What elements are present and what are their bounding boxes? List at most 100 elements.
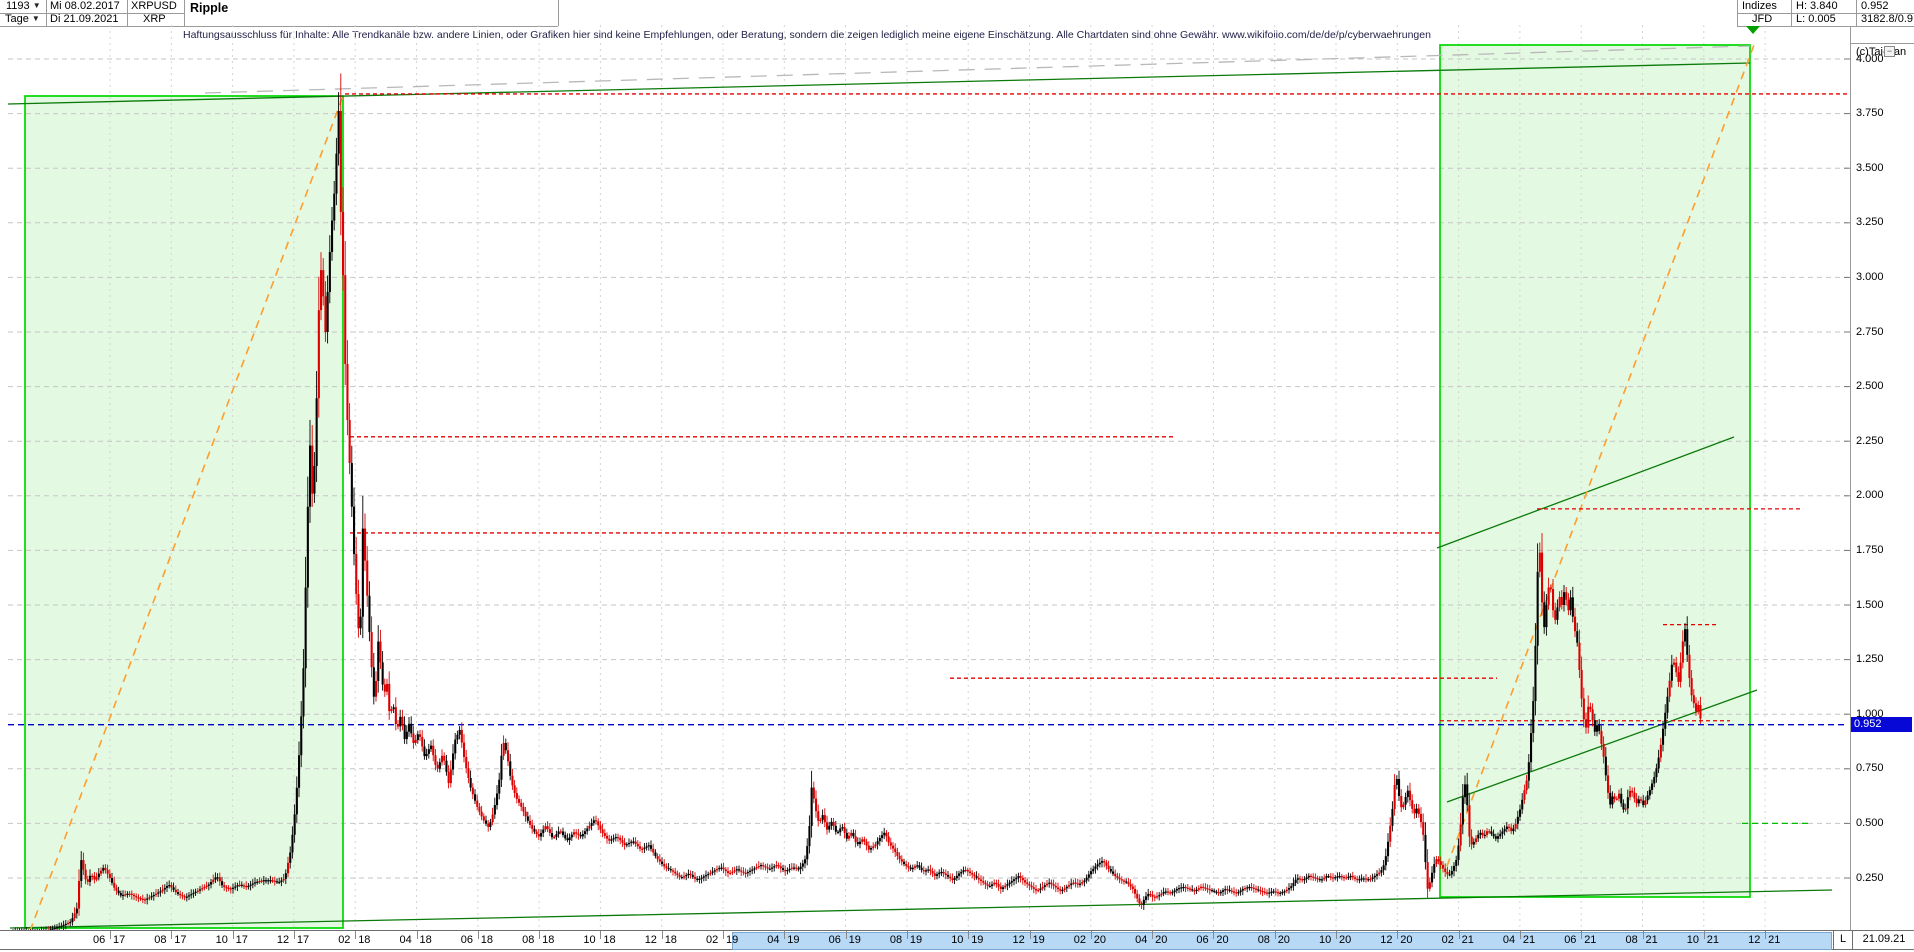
x-axis-label-year: 20 <box>1400 934 1413 946</box>
x-axis-tick <box>723 931 724 939</box>
x-axis-tick <box>477 931 479 939</box>
x-axis-label-year: 20 <box>1216 934 1229 946</box>
price-levels <box>8 93 1848 825</box>
x-axis-label-year: 18 <box>480 934 494 946</box>
x-axis-label-month: 02 <box>338 934 351 946</box>
x-axis-label-month: 06 <box>828 934 841 946</box>
trendlines <box>7 44 1833 932</box>
x-axis-label-year: 21 <box>1706 934 1720 946</box>
y-axis-label: 3.500 <box>1856 161 1884 174</box>
x-axis-tick <box>1213 931 1215 939</box>
chevron-down-icon: ▼ <box>31 14 40 23</box>
x-axis-label-month: 08 <box>1625 934 1638 946</box>
x-axis-label-month: 02 <box>1073 934 1087 946</box>
x-axis-label-year: 17 <box>296 934 310 946</box>
x-axis-tick <box>1642 931 1644 939</box>
x-axis-tick <box>845 931 847 939</box>
header-divider <box>558 0 559 26</box>
x-axis-label-month: 06 <box>1196 934 1209 946</box>
header-divider <box>0 26 558 27</box>
x-axis-label-year: 17 <box>174 934 187 946</box>
x-axis-label-month: 04 <box>767 934 780 946</box>
x-axis-label-year: 21 <box>1645 934 1658 946</box>
y-axis-label: 1.750 <box>1856 543 1884 556</box>
x-axis-label-month: 04 <box>1502 934 1516 946</box>
left-trend-channel <box>25 96 343 928</box>
x-axis-tick <box>661 931 663 939</box>
minimize-icon[interactable]: − <box>1884 46 1895 57</box>
x-axis-label-month: 08 <box>522 934 535 946</box>
header-divider <box>1737 13 1914 14</box>
y-axis-label: 3.250 <box>1856 216 1884 229</box>
last-value: 0.952 <box>1861 0 1889 12</box>
header-divider <box>184 0 185 26</box>
x-axis-label-year: 21 <box>1461 934 1474 946</box>
x-axis-tick <box>1397 931 1399 939</box>
x-axis-label-month: 06 <box>460 934 474 946</box>
symbol-label: XRPUSD <box>131 0 177 12</box>
gridlines <box>8 25 1850 930</box>
header-divider <box>1737 26 1914 27</box>
y-axis-label: 0.750 <box>1856 762 1884 775</box>
trend-channel-fills <box>25 45 1750 928</box>
x-axis-label-year: 20 <box>1277 934 1290 946</box>
x-axis-label-year: 17 <box>235 934 248 946</box>
low-value: L: 0.005 <box>1796 13 1836 25</box>
x-axis-label-year: 18 <box>419 934 432 946</box>
extra-value: 3182.8/0.9 <box>1861 13 1913 25</box>
x-axis-tick <box>1703 931 1705 939</box>
x-axis-tick <box>171 931 173 939</box>
scroll-position-marker <box>1746 26 1760 34</box>
y-axis-label: 1.250 <box>1856 653 1884 666</box>
x-axis-tick <box>1274 931 1276 939</box>
x-axis-tick <box>1090 931 1092 939</box>
indizes-label: Indizes <box>1742 0 1777 12</box>
candlestick-series <box>12 73 1702 932</box>
y-axis-label: 4.000 <box>1856 52 1884 65</box>
x-axis-label-month: 10 <box>951 934 964 946</box>
x-axis-tick <box>600 931 602 939</box>
x-axis-tick <box>416 931 418 939</box>
x-axis-label-month: 06 <box>1564 934 1577 946</box>
x-axis-label-year: 20 <box>1339 934 1352 946</box>
x-axis-range-highlight[interactable] <box>732 932 1832 950</box>
y-axis-line <box>1850 26 1851 930</box>
disclaimer-text: Haftungsausschluss für Inhalte: Alle Tre… <box>183 29 1431 41</box>
x-axis-tick <box>906 931 908 939</box>
x-axis-tick <box>968 931 970 939</box>
x-axis-label-year: 19 <box>787 934 800 946</box>
header-divider <box>0 13 184 14</box>
x-axis-label-year: 21 <box>1522 934 1536 946</box>
x-axis-label-month: 12 <box>1380 934 1393 946</box>
x-axis-label-year: 18 <box>664 934 677 946</box>
x-axis-label-year: 19 <box>971 934 984 946</box>
x-axis-label-year: 19 <box>909 934 923 946</box>
bars-count-dropdown[interactable]: 1193 ▼ <box>6 0 41 13</box>
x-axis-label-year: 20 <box>1093 934 1107 946</box>
x-axis-tick <box>293 931 295 939</box>
date-from: Mi 08.02.2017 <box>50 0 120 12</box>
y-axis-label: 2.250 <box>1856 434 1884 447</box>
x-axis-label-month: 12 <box>1748 934 1761 946</box>
x-axis-tick <box>1458 931 1460 939</box>
header-divider <box>1850 43 1914 44</box>
y-axis-label: 2.500 <box>1856 380 1884 393</box>
x-axis-label-year: 18 <box>358 934 371 946</box>
x-axis-label-year: 19 <box>1032 934 1045 946</box>
x-axis-tick <box>1765 931 1767 939</box>
x-axis-tick <box>539 931 541 939</box>
x-axis-label-month: 12 <box>276 934 290 946</box>
y-axis-label: 1.000 <box>1856 707 1884 720</box>
bottom-l-cell: L <box>1833 931 1853 949</box>
date-to: Di 21.09.2021 <box>50 13 119 25</box>
x-axis-label-year: 17 <box>113 934 126 946</box>
y-axis-label: 0.250 <box>1856 871 1884 884</box>
period-dropdown[interactable]: Tage ▼ <box>5 13 40 26</box>
y-axis-label: 2.000 <box>1856 489 1884 502</box>
high-value: H: 3.840 <box>1796 0 1838 12</box>
x-axis-label-month: 04 <box>399 934 412 946</box>
x-axis-tick <box>1519 931 1521 939</box>
x-axis-tick <box>1029 931 1031 939</box>
